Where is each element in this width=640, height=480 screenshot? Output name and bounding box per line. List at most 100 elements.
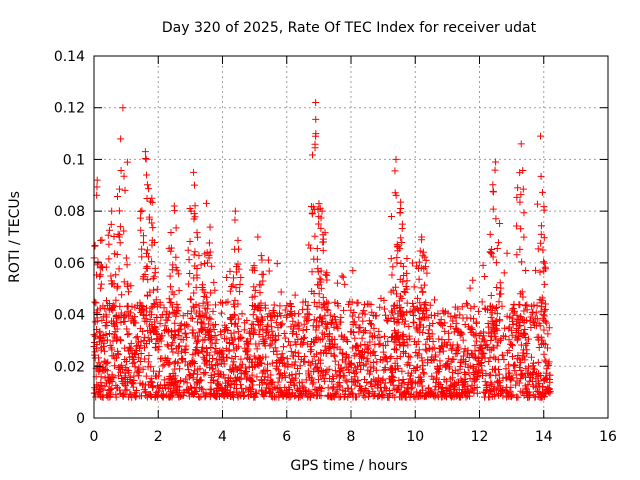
x-axis-label: GPS time / hours — [290, 458, 407, 474]
data-point — [268, 359, 276, 367]
data-point — [340, 306, 348, 314]
data-point — [523, 339, 531, 347]
data-point — [510, 307, 518, 315]
data-point — [416, 299, 424, 307]
data-point — [361, 310, 369, 318]
data-point — [462, 370, 470, 378]
data-point — [368, 308, 376, 316]
data-point — [139, 365, 147, 373]
data-point — [495, 365, 503, 373]
data-point — [234, 343, 242, 351]
data-point — [538, 303, 546, 311]
data-point — [506, 375, 514, 383]
data-point — [417, 264, 425, 272]
data-point — [102, 330, 110, 338]
data-point — [143, 246, 151, 254]
data-point — [197, 376, 205, 384]
data-point — [136, 214, 144, 222]
data-point — [398, 239, 406, 247]
data-point — [469, 276, 477, 284]
data-point — [172, 378, 180, 386]
data-point — [403, 277, 411, 285]
data-point — [401, 288, 409, 296]
data-point — [259, 333, 267, 341]
data-point — [111, 333, 119, 341]
data-point — [489, 205, 497, 213]
data-point — [350, 329, 358, 337]
data-point — [102, 313, 110, 321]
data-point — [231, 353, 239, 361]
data-point — [514, 184, 522, 192]
data-point — [277, 355, 285, 363]
data-point — [397, 234, 405, 242]
data-point — [251, 286, 259, 294]
data-point — [223, 324, 231, 332]
y-tick-label: 0.06 — [54, 256, 85, 272]
data-point — [391, 345, 399, 353]
data-point — [323, 321, 331, 329]
data-point — [479, 349, 487, 357]
data-point — [344, 365, 352, 373]
data-point — [169, 339, 177, 347]
data-point — [540, 234, 548, 242]
data-point — [495, 370, 503, 378]
data-point — [539, 314, 547, 322]
data-point — [392, 155, 400, 163]
data-point — [492, 303, 500, 311]
data-point — [394, 247, 402, 255]
data-point — [393, 319, 401, 327]
data-point — [260, 392, 268, 400]
data-point — [413, 363, 421, 371]
data-point — [231, 335, 239, 343]
data-point — [534, 336, 542, 344]
data-point — [237, 274, 245, 282]
data-point — [524, 335, 532, 343]
data-point — [96, 335, 104, 343]
data-point — [516, 290, 524, 298]
data-point — [197, 325, 205, 333]
data-point — [114, 282, 122, 290]
data-point — [370, 324, 378, 332]
data-point — [387, 212, 395, 220]
data-point — [491, 166, 499, 174]
data-point — [338, 272, 346, 280]
data-point — [247, 324, 255, 332]
data-point — [138, 306, 146, 314]
data-point — [94, 258, 102, 266]
data-point — [116, 302, 124, 310]
data-point — [260, 376, 268, 384]
data-point — [249, 330, 257, 338]
data-point — [361, 393, 369, 401]
data-point — [426, 301, 434, 309]
data-point — [116, 223, 124, 231]
data-point — [537, 307, 545, 315]
data-point — [492, 259, 500, 267]
data-point — [509, 304, 517, 312]
data-point — [421, 301, 429, 309]
data-point — [191, 248, 199, 256]
data-point — [345, 354, 353, 362]
data-point — [137, 226, 145, 234]
data-point — [481, 273, 489, 281]
data-point — [103, 359, 111, 367]
data-point — [195, 313, 203, 321]
data-point — [352, 321, 360, 329]
data-point — [311, 232, 319, 240]
data-point — [195, 302, 203, 310]
data-point — [511, 362, 519, 370]
data-point — [312, 323, 320, 331]
data-point — [185, 280, 193, 288]
data-point — [317, 276, 325, 284]
data-point — [512, 381, 520, 389]
data-point — [312, 99, 320, 107]
data-point — [541, 280, 549, 288]
data-point — [175, 270, 183, 278]
data-point — [139, 275, 147, 283]
data-point — [515, 379, 523, 387]
data-point — [362, 327, 370, 335]
data-point — [167, 247, 175, 255]
data-point — [324, 306, 332, 314]
data-point — [493, 326, 501, 334]
data-point — [415, 275, 423, 283]
